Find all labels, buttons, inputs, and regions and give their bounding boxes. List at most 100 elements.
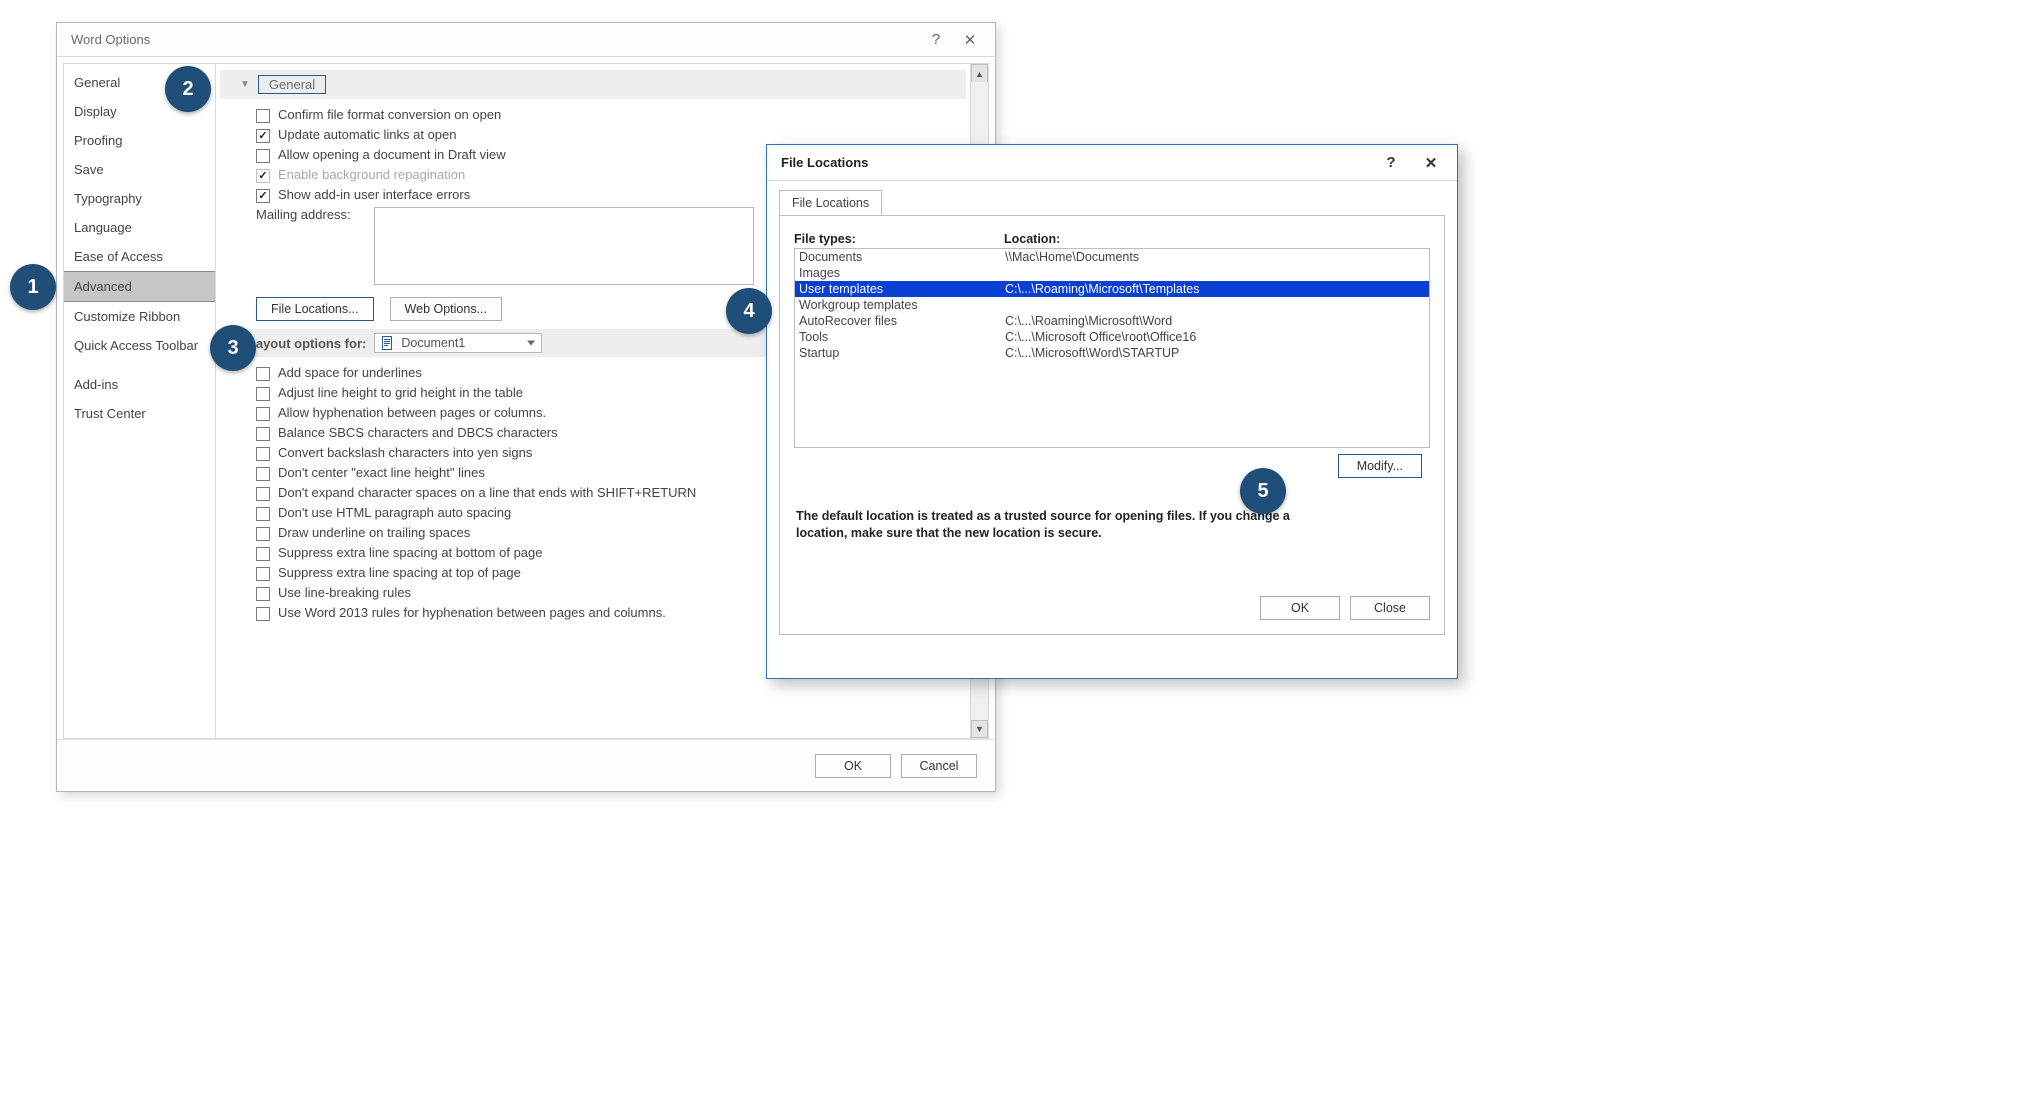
file-loc (1005, 297, 1425, 313)
checkbox[interactable] (256, 567, 270, 581)
mailing-label: Mailing address: (256, 207, 366, 222)
checkbox[interactable] (256, 547, 270, 561)
callout-badge-4: 4 (726, 288, 772, 334)
ok-button[interactable]: OK (1260, 596, 1340, 620)
ok-button[interactable]: OK (815, 754, 891, 778)
callout-badge-3: 3 (210, 325, 256, 371)
cancel-button[interactable]: Cancel (901, 754, 977, 778)
layout-opt-label: Don't center "exact line height" lines (278, 465, 485, 480)
sidebar-item-trust-center[interactable]: Trust Center (64, 399, 215, 428)
opt-bg-label: Enable background repagination (278, 167, 465, 182)
checkbox[interactable] (256, 367, 270, 381)
opt-confirm-label: Confirm file format conversion on open (278, 107, 501, 122)
scroll-down-icon[interactable]: ▼ (971, 720, 988, 738)
sidebar-item-customize-ribbon[interactable]: Customize Ribbon (64, 302, 215, 331)
checkbox[interactable] (256, 427, 270, 441)
help-icon[interactable]: ? (1371, 148, 1411, 178)
checkbox[interactable] (256, 407, 270, 421)
sidebar-item-save[interactable]: Save (64, 155, 215, 184)
checkbox-update[interactable] (256, 129, 270, 143)
word-options-titlebar: Word Options ? ✕ (57, 23, 995, 57)
layout-opt-label: Balance SBCS characters and DBCS charact… (278, 425, 558, 440)
tab-file-locations[interactable]: File Locations (779, 190, 882, 216)
general-section-header[interactable]: ▼ General (220, 70, 966, 99)
checkbox[interactable] (256, 607, 270, 621)
col-file-types: File types: (794, 232, 1004, 246)
file-type: User templates (799, 281, 1005, 297)
layout-document-select[interactable]: Document1 (374, 333, 542, 353)
checkbox[interactable] (256, 447, 270, 461)
list-item[interactable]: Documents \\Mac\Home\Documents (795, 249, 1429, 265)
file-locations-panel: File types: Location: Documents \\Mac\Ho… (779, 215, 1445, 635)
list-item[interactable]: Images (795, 265, 1429, 281)
sidebar-item-typography[interactable]: Typography (64, 184, 215, 213)
opt-addin-label: Show add-in user interface errors (278, 187, 470, 202)
word-options-title: Word Options (71, 32, 150, 47)
mailing-address-input[interactable] (374, 207, 754, 285)
opt-confirm-row: Confirm file format conversion on open (216, 105, 970, 125)
checkbox-addin[interactable] (256, 189, 270, 203)
list-item[interactable]: Startup C:\...\Microsoft\Word\STARTUP (795, 345, 1429, 361)
layout-header-label: Layout options for: (248, 336, 366, 351)
file-locations-note: The default location is treated as a tru… (796, 508, 1334, 542)
document-icon (381, 336, 395, 350)
file-locations-tabs: File Locations (767, 181, 1457, 215)
opt-update-row: Update automatic links at open (216, 125, 970, 145)
sidebar-item-proofing[interactable]: Proofing (64, 126, 215, 155)
file-locations-titlebar: File Locations ? ✕ (767, 145, 1457, 181)
checkbox-bg (256, 169, 270, 183)
layout-opt-label: Add space for underlines (278, 365, 422, 380)
file-loc: C:\...\Roaming\Microsoft\Templates (1005, 281, 1425, 297)
list-item[interactable]: Tools C:\...\Microsoft Office\root\Offic… (795, 329, 1429, 345)
list-item-selected[interactable]: User templates C:\...\Roaming\Microsoft\… (795, 281, 1429, 297)
collapse-icon: ▼ (240, 79, 250, 90)
layout-document-name: Document1 (401, 336, 465, 350)
sidebar-item-addins[interactable]: Add-ins (64, 370, 215, 399)
file-type: Startup (799, 345, 1005, 361)
checkbox[interactable] (256, 487, 270, 501)
file-locations-button[interactable]: File Locations... (256, 297, 374, 321)
word-options-footer: OK Cancel (57, 739, 995, 791)
web-options-button[interactable]: Web Options... (390, 297, 502, 321)
scroll-up-icon[interactable]: ▲ (971, 64, 988, 82)
checkbox[interactable] (256, 527, 270, 541)
file-type: Documents (799, 249, 1005, 265)
checkbox[interactable] (256, 387, 270, 401)
file-type: AutoRecover files (799, 313, 1005, 329)
file-loc: C:\...\Microsoft\Word\STARTUP (1005, 345, 1425, 361)
checkbox[interactable] (256, 587, 270, 601)
modify-button[interactable]: Modify... (1338, 454, 1422, 478)
modify-row: Modify... (1338, 459, 1422, 473)
checkbox[interactable] (256, 507, 270, 521)
layout-opt-label: Don't expand character spaces on a line … (278, 485, 696, 500)
word-options-sidebar: General Display Proofing Save Typography… (64, 64, 216, 738)
list-item[interactable]: Workgroup templates (795, 297, 1429, 313)
file-locations-title: File Locations (781, 155, 868, 170)
checkbox-confirm[interactable] (256, 109, 270, 123)
layout-opt-label: Don't use HTML paragraph auto spacing (278, 505, 511, 520)
opt-draft-label: Allow opening a document in Draft view (278, 147, 506, 162)
layout-opt-label: Suppress extra line spacing at top of pa… (278, 565, 521, 580)
close-icon[interactable]: ✕ (1411, 148, 1451, 178)
layout-opt-label: Draw underline on trailing spaces (278, 525, 470, 540)
general-header-label: General (258, 75, 326, 94)
sidebar-item-ease-of-access[interactable]: Ease of Access (64, 242, 215, 271)
sidebar-item-language[interactable]: Language (64, 213, 215, 242)
help-icon[interactable]: ? (919, 26, 953, 54)
sidebar-item-advanced[interactable]: Advanced (64, 271, 215, 302)
file-locations-list[interactable]: Documents \\Mac\Home\Documents Images Us… (794, 248, 1430, 448)
list-item[interactable]: AutoRecover files C:\...\Roaming\Microso… (795, 313, 1429, 329)
sidebar-item-quick-access-toolbar[interactable]: Quick Access Toolbar (64, 331, 215, 360)
file-locations-dialog: File Locations ? ✕ File Locations File t… (766, 144, 1458, 679)
callout-badge-5: 5 (1240, 468, 1286, 514)
close-icon[interactable]: ✕ (953, 26, 987, 54)
callout-badge-1: 1 (10, 264, 56, 310)
opt-update-label: Update automatic links at open (278, 127, 457, 142)
checkbox-draft[interactable] (256, 149, 270, 163)
file-type: Workgroup templates (799, 297, 1005, 313)
checkbox[interactable] (256, 467, 270, 481)
close-button[interactable]: Close (1350, 596, 1430, 620)
file-locations-columns: File types: Location: (794, 232, 1430, 246)
layout-opt-label: Suppress extra line spacing at bottom of… (278, 545, 543, 560)
file-locations-footer: OK Close (1260, 596, 1430, 620)
